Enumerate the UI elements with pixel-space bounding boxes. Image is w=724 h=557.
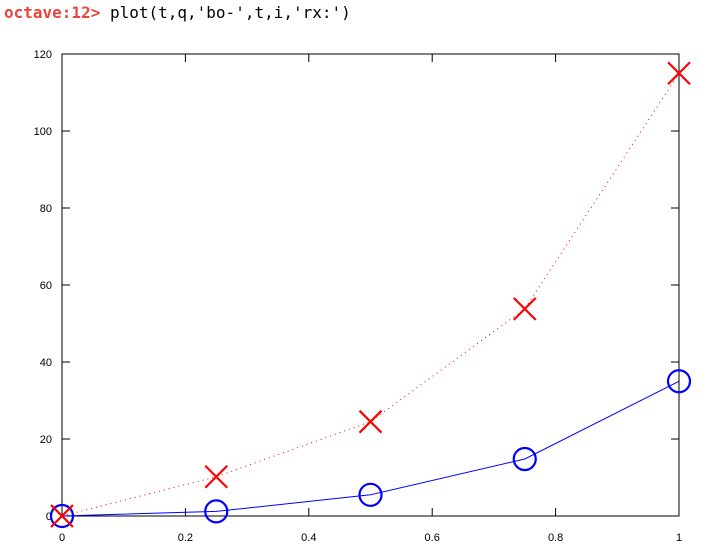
x-marker	[50, 504, 74, 528]
y-tick-label: 20	[40, 434, 52, 446]
series-line	[61, 380, 680, 517]
x-tick-label: 0.8	[548, 532, 563, 544]
x-tick-label: 0	[59, 532, 65, 544]
y-tick-label: 100	[34, 126, 52, 138]
circle-marker	[512, 446, 537, 472]
series-1	[50, 61, 691, 528]
y-tick-label: 0	[46, 511, 52, 523]
x-tick-label: 0.6	[425, 532, 440, 544]
axes: 0 0.2 0.4 0.6 0.8 1 0 20 40 60 80 100 120	[34, 49, 682, 544]
y-tick-label: 60	[40, 280, 52, 292]
x-marker	[512, 297, 537, 321]
x-tick-label: 1	[676, 532, 682, 544]
circle-marker	[666, 369, 692, 394]
series-0	[49, 369, 692, 529]
circle-marker	[358, 482, 383, 507]
x-tick-label: 0.2	[178, 532, 193, 544]
series-layer	[49, 61, 692, 529]
y-tick-label: 40	[40, 357, 52, 369]
terminal-command-line: octave:12> plot(t,q,'bo-',t,i,'rx:')	[4, 2, 351, 24]
y-tick-label: 120	[34, 49, 52, 61]
y-tick-label: 80	[40, 203, 52, 215]
circle-marker	[204, 499, 229, 524]
octave-prompt: octave:12>	[4, 3, 101, 22]
circle-marker	[49, 503, 75, 529]
plot-command: plot(t,q,'bo-',t,i,'rx:')	[100, 3, 351, 22]
x-tick-label: 0.4	[301, 532, 316, 544]
x-marker	[204, 464, 229, 489]
plot-frame	[61, 53, 680, 517]
x-marker	[667, 61, 691, 86]
x-marker	[358, 409, 383, 434]
series-line	[61, 73, 680, 517]
